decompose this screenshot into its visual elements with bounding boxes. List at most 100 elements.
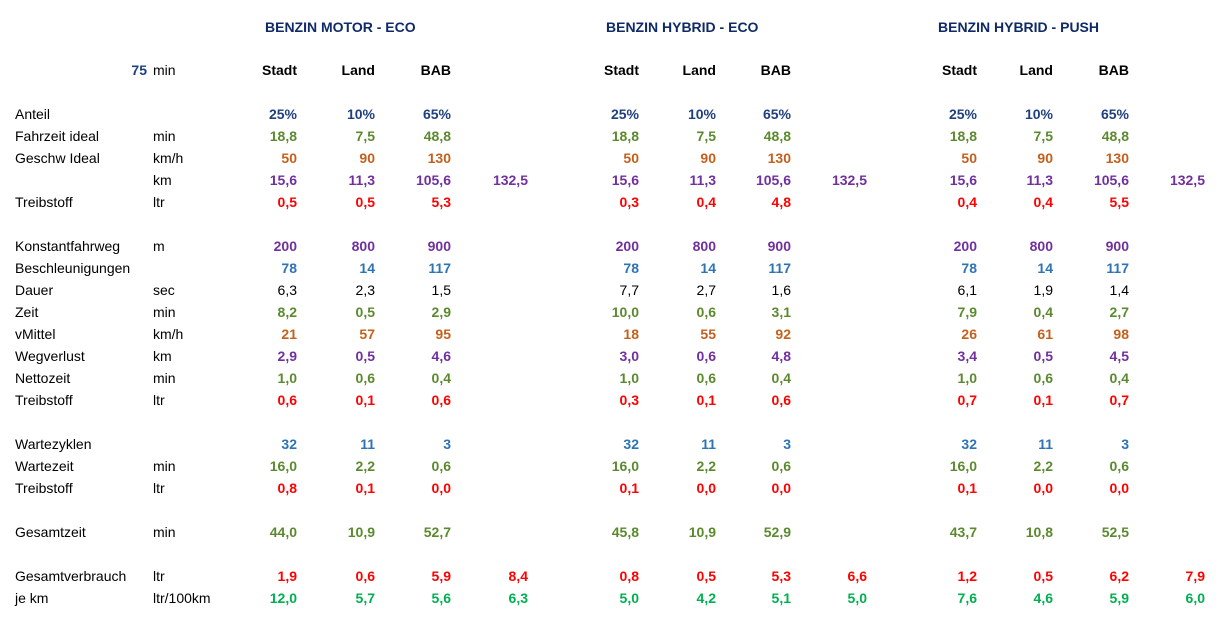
value-cell: 130	[427, 150, 451, 166]
column-header: Land	[1019, 62, 1053, 78]
row-label: Dauer	[15, 282, 54, 298]
value-cell: 8,4	[508, 568, 528, 584]
value-cell: 800	[351, 238, 375, 254]
value-cell: 10%	[687, 106, 716, 122]
value-cell: 900	[767, 238, 791, 254]
value-cell: 1,5	[431, 282, 451, 298]
row-unit: ltr/100km	[153, 590, 211, 606]
value-cell: 0,4	[771, 370, 791, 386]
value-cell: 21	[281, 326, 297, 342]
value-cell: 4,8	[771, 348, 791, 364]
value-cell: 12,0	[269, 590, 297, 606]
value-cell: 78	[961, 260, 977, 276]
value-cell: 0,8	[277, 480, 297, 496]
value-cell: 1,0	[277, 370, 297, 386]
column-header: BAB	[760, 62, 791, 78]
column-header: Land	[341, 62, 375, 78]
value-cell: 0,6	[771, 392, 791, 408]
row-label: Nettozeit	[15, 370, 71, 386]
row-label: Anteil	[15, 106, 51, 122]
value-cell: 16,0	[611, 458, 639, 474]
row-unit: sec	[153, 282, 175, 298]
row-unit: min	[153, 128, 176, 144]
value-cell: 0,0	[1109, 480, 1129, 496]
value-cell: 5,1	[771, 590, 791, 606]
value-cell: 0,6	[696, 304, 716, 320]
value-cell: 15,6	[611, 172, 639, 188]
value-cell: 0,6	[431, 458, 451, 474]
value-cell: 105,6	[1093, 172, 1129, 188]
value-cell: 61	[1037, 326, 1053, 342]
value-cell: 6,3	[508, 590, 528, 606]
row-unit: ltr	[153, 194, 165, 210]
value-cell: 900	[1105, 238, 1129, 254]
row-label: vMittel	[15, 326, 56, 342]
value-cell: 15,6	[949, 172, 977, 188]
row-unit: ltr	[153, 392, 165, 408]
value-cell: 7,5	[355, 128, 375, 144]
value-cell: 0,1	[696, 392, 716, 408]
value-cell: 0,8	[619, 568, 639, 584]
value-cell: 78	[281, 260, 297, 276]
value-cell: 0,0	[771, 480, 791, 496]
value-cell: 1,0	[957, 370, 977, 386]
column-header: BAB	[420, 62, 451, 78]
value-cell: 3,4	[957, 348, 977, 364]
value-cell: 0,3	[619, 392, 639, 408]
value-cell: 10,8	[1025, 524, 1053, 540]
value-cell: 16,0	[269, 458, 297, 474]
row-unit: min	[153, 524, 176, 540]
column-header: Stadt	[942, 62, 977, 78]
value-cell: 11,3	[348, 172, 375, 188]
value-cell: 0,1	[619, 480, 639, 496]
value-cell: 3,1	[771, 304, 791, 320]
value-cell: 5,3	[771, 568, 791, 584]
value-cell: 1,0	[619, 370, 639, 386]
value-cell: 7,9	[1185, 568, 1205, 584]
value-cell: 0,1	[355, 392, 375, 408]
row-label: Wartezyklen	[15, 436, 92, 452]
value-cell: 4,2	[696, 590, 716, 606]
value-cell: 90	[1037, 150, 1053, 166]
value-cell: 6,2	[1109, 568, 1129, 584]
value-cell: 4,6	[1033, 590, 1053, 606]
value-cell: 1,6	[771, 282, 791, 298]
row-label: Zeit	[15, 304, 39, 320]
row-label: Konstantfahrweg	[15, 238, 121, 254]
minutes-value: 75	[131, 62, 147, 78]
value-cell: 50	[623, 150, 639, 166]
value-cell: 78	[623, 260, 639, 276]
value-cell: 2,3	[355, 282, 375, 298]
value-cell: 3	[1121, 436, 1129, 452]
value-cell: 200	[953, 238, 977, 254]
value-cell: 800	[1029, 238, 1053, 254]
value-cell: 10,9	[347, 524, 375, 540]
value-cell: 44,0	[269, 524, 297, 540]
value-cell: 65%	[762, 106, 791, 122]
value-cell: 4,5	[1109, 348, 1129, 364]
value-cell: 32	[281, 436, 297, 452]
value-cell: 200	[273, 238, 297, 254]
value-cell: 105,6	[415, 172, 451, 188]
value-cell: 132,5	[831, 172, 867, 188]
value-cell: 90	[359, 150, 375, 166]
value-cell: 2,2	[355, 458, 375, 474]
row-label: Beschleunigungen	[15, 260, 131, 276]
value-cell: 14	[359, 260, 375, 276]
section-title: BENZIN MOTOR - ECO	[265, 19, 416, 35]
value-cell: 18	[623, 326, 639, 342]
value-cell: 18,8	[949, 128, 977, 144]
value-cell: 25%	[948, 106, 977, 122]
value-cell: 0,5	[355, 194, 375, 210]
value-cell: 2,9	[431, 304, 451, 320]
value-cell: 11,3	[689, 172, 716, 188]
value-cell: 48,8	[763, 128, 791, 144]
value-cell: 3,0	[619, 348, 639, 364]
value-cell: 0,7	[1109, 392, 1129, 408]
value-cell: 7,7	[619, 282, 639, 298]
value-cell: 16,0	[949, 458, 977, 474]
value-cell: 48,8	[1101, 128, 1129, 144]
value-cell: 6,0	[1185, 590, 1205, 606]
row-label: Wartezeit	[15, 458, 74, 474]
value-cell: 11,3	[1026, 172, 1053, 188]
